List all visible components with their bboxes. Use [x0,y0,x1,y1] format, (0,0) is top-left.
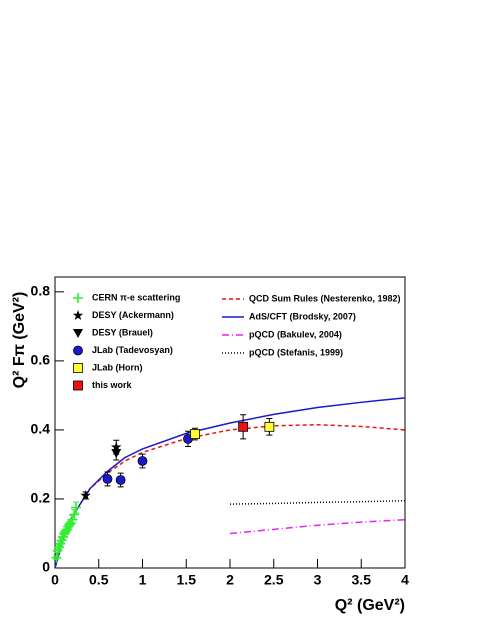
y-tick-label: 0 [42,559,50,575]
y-tick-label: 0.8 [31,283,51,299]
data-point [238,421,249,432]
x-axis-title: Q² (GeV²) [335,597,405,614]
legend-label: CERN π-e scattering [92,292,180,302]
curve [229,518,406,535]
legend-label: pQCD (Bakulev, 2004) [249,329,342,339]
data-point [64,519,75,530]
legend-marker [72,310,84,320]
data-point [69,509,80,520]
x-tick-label: 3 [314,572,322,588]
legend-marker [73,380,83,391]
legend-label: this work [92,380,133,390]
x-tick-label: 0.5 [89,572,109,588]
data-point [190,429,200,439]
data-point [102,474,113,484]
legend-label: DESY (Brauel) [92,327,153,337]
data-point [115,475,126,485]
x-tick-label: 3.5 [352,572,372,588]
legend-label: JLab (Horn) [92,362,143,372]
x-tick-label: 1 [139,572,147,588]
y-axis-title: Q² Fπ (GeV²) [11,292,28,389]
y-tick-label: 0.2 [31,490,51,506]
x-tick-label: 2 [226,572,234,588]
legend-label: JLab (Tadevosyan) [92,345,173,355]
data-point [111,449,122,459]
legend-marker [73,345,83,356]
x-tick-label: 2.5 [264,572,284,588]
curve [229,499,406,505]
legend-label: DESY (Ackermann) [92,310,174,320]
y-tick-label: 0.4 [31,421,51,437]
y-tick-label: 0.6 [31,352,51,368]
data-point [80,490,91,500]
legend-label: AdS/CFT (Brodsky, 2007) [249,311,356,321]
curve [54,423,406,569]
x-tick-label: 1.5 [177,572,197,588]
data-point [71,502,81,513]
legend-marker [73,329,83,338]
data-point [51,552,62,563]
legend-marker [73,293,83,303]
legend-label: pQCD (Stefanis, 1999) [249,347,343,357]
x-tick-label: 4 [401,572,409,588]
legend-label: QCD Sum Rules (Nesterenko, 1982) [249,293,401,303]
x-tick-label: 0 [51,572,59,588]
legend-marker [73,363,83,373]
data-point [137,456,148,466]
data-point [60,526,71,537]
data-point [264,421,275,432]
